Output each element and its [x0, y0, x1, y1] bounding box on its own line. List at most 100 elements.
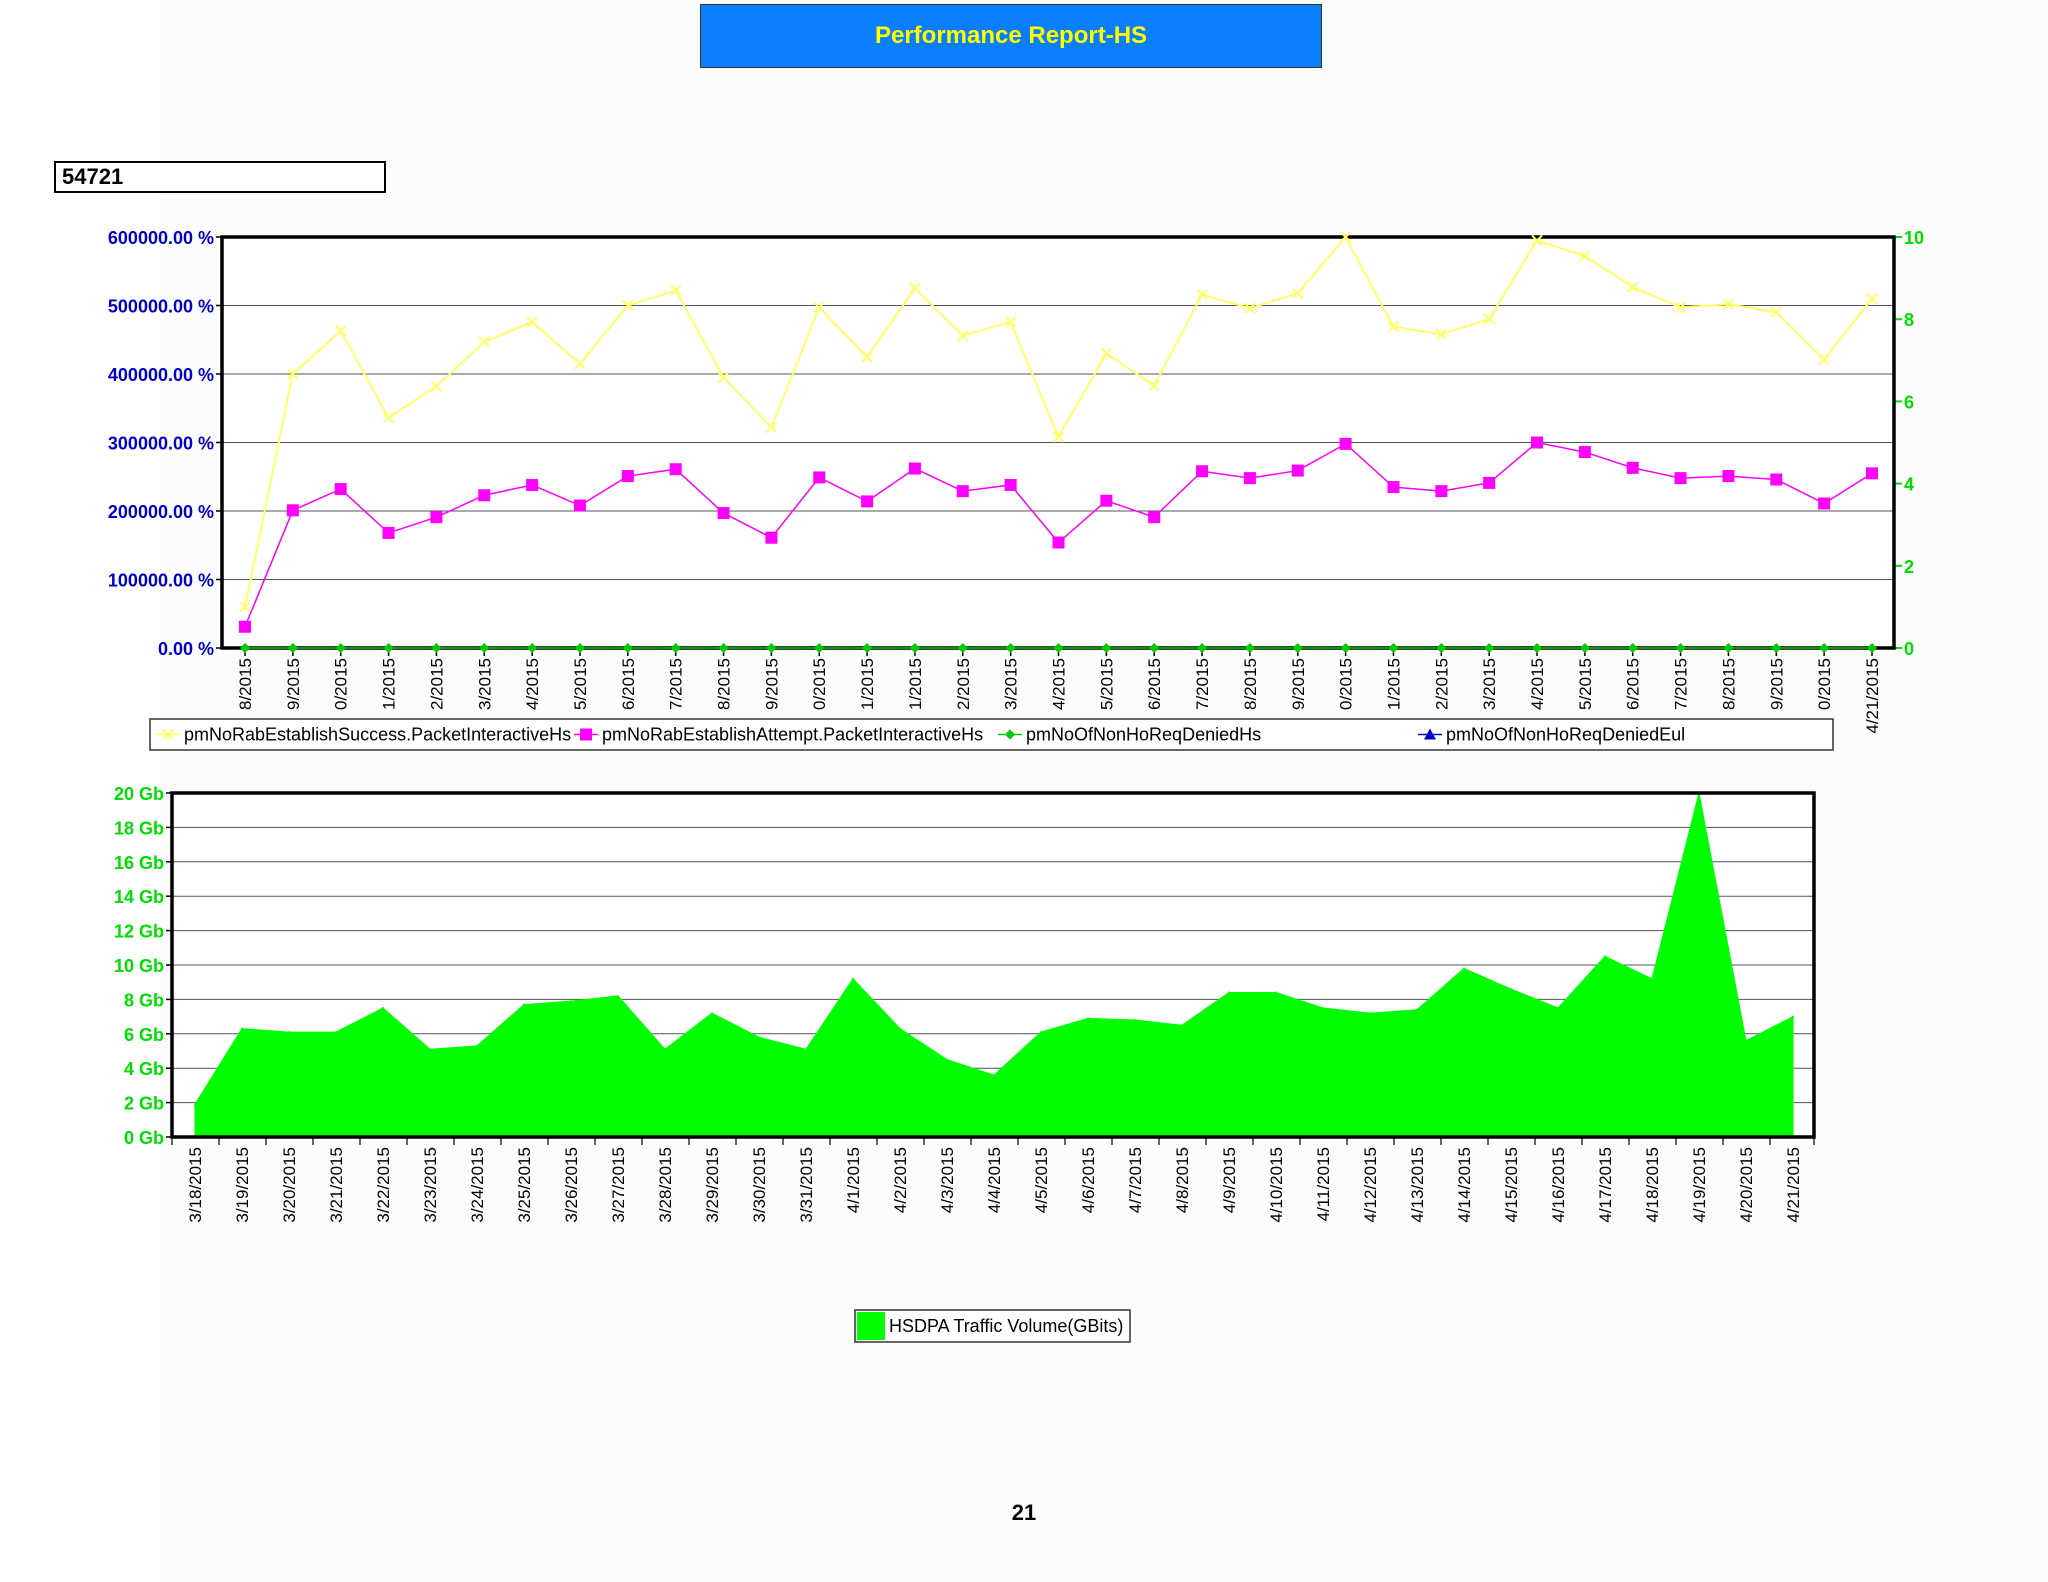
series-point-x — [813, 301, 825, 314]
x-tick-label: 6/2015 — [1145, 658, 1164, 710]
series-point-square — [1770, 473, 1783, 486]
series-point-x — [622, 299, 634, 312]
series-point-square — [478, 489, 491, 502]
area-point — [1181, 1024, 1183, 1027]
x-tick-label: 4/21/2015 — [1863, 658, 1882, 734]
y-right-tick-label: 2 — [1904, 557, 1914, 577]
x-tick-label: 3/20/2015 — [280, 1147, 299, 1223]
series-point-x — [287, 368, 299, 380]
x-tick-label: 4/16/2015 — [1549, 1147, 1568, 1223]
kpi-line-chart: 0.00 % 100000.00 % 200000.00 % 300000.00 % 4… — [108, 228, 1924, 751]
x-tick-label: 4/6/2015 — [1079, 1147, 1098, 1213]
area-point — [288, 1031, 290, 1034]
legend-marker-diamond — [1005, 729, 1015, 740]
y-tick-label: 8 Gb — [124, 990, 164, 1010]
legend-label: pmNoRabEstablishSuccess.PacketInteractiv… — [184, 725, 571, 745]
series-point-diamond — [383, 643, 394, 653]
series-point-square — [1674, 472, 1687, 485]
series-point-x — [669, 284, 682, 297]
y-left-tick-label: 100000.00 % — [108, 571, 214, 591]
x-tick-label: 4/2/2015 — [891, 1147, 910, 1213]
x-tick-label: 4/19/2015 — [1690, 1147, 1709, 1223]
x-tick-label: 2/2015 — [427, 658, 446, 710]
series-point-x — [430, 380, 443, 393]
series-point-x — [382, 412, 395, 424]
series-point-x — [1387, 321, 1400, 333]
series-point-diamond — [527, 643, 538, 653]
x-tick-label: 1/2015 — [380, 658, 399, 710]
series-point-square — [1100, 494, 1113, 507]
series-point-x — [1866, 292, 1878, 305]
legend-marker-square — [580, 728, 592, 741]
series-point-x — [957, 329, 969, 342]
x-tick-label: 4/13/2015 — [1408, 1147, 1427, 1223]
series-point-square — [1866, 467, 1878, 480]
series-point-diamond — [1579, 643, 1590, 653]
area-point — [1228, 991, 1230, 994]
area-point — [476, 1044, 478, 1047]
series-point-x — [1196, 288, 1208, 301]
x-tick-label: 5/2015 — [1097, 658, 1116, 710]
y-left-tick-label: 600000.00 % — [108, 228, 214, 248]
series-point-x — [1148, 379, 1160, 392]
area-point — [758, 1036, 760, 1039]
series-point-square — [1339, 437, 1352, 450]
series-point-x — [334, 325, 347, 337]
area-point — [664, 1048, 666, 1051]
x-tick-label: 4/9/2015 — [1220, 1147, 1239, 1213]
series-point-x — [526, 316, 538, 328]
x-tick-label: 3/2015 — [1480, 658, 1499, 710]
x-tick-label: 4/11/2015 — [1314, 1147, 1333, 1221]
y-tick-label: 20 Gb — [114, 784, 164, 804]
area-point — [1275, 991, 1277, 994]
area-point — [1416, 1008, 1418, 1011]
area-point — [335, 1031, 337, 1034]
series-point-x — [1579, 250, 1591, 262]
x-tick-label: 0/2015 — [810, 658, 829, 710]
x-tick-label: 4/2015 — [1528, 658, 1547, 710]
series-point-diamond — [814, 643, 825, 653]
series-point-diamond — [909, 643, 920, 653]
series-point-square — [1531, 436, 1544, 449]
x-tick-label: 4/8/2015 — [1173, 1147, 1192, 1213]
y-tick-label: 2 Gb — [124, 1094, 164, 1114]
y-tick-label: 18 Gb — [114, 818, 164, 838]
x-tick-label: 9/2015 — [762, 658, 781, 710]
series-point-square — [286, 504, 299, 517]
area-point — [617, 994, 619, 997]
x-tick-label: 4/2015 — [523, 658, 542, 710]
y-tick-label: 10 Gb — [114, 956, 164, 976]
series-point-square — [239, 620, 251, 633]
series-point-x — [1435, 328, 1448, 340]
x-tick-label: 9/2015 — [1289, 658, 1308, 710]
traffic-area-chart: 0 Gb 2 Gb 4 Gb 6 Gb 8 Gb 10 Gb 12 Gb 14 Gb 16 Gb… — [114, 784, 1816, 1343]
legend-box — [854, 1309, 1131, 1343]
series-point-x — [478, 336, 490, 348]
x-tick-label: 3/2015 — [475, 658, 494, 710]
x-tick-label: 1/2015 — [906, 658, 925, 710]
area-point — [523, 1003, 525, 1006]
area-point — [1322, 1007, 1324, 1009]
x-tick-label: 0/2015 — [1337, 658, 1356, 710]
series-point-square — [1578, 446, 1591, 459]
x-tick-label: 4/21/2015 — [1784, 1147, 1803, 1223]
series-point-diamond — [1723, 643, 1734, 653]
series-point-x — [1004, 316, 1017, 328]
area-point — [852, 977, 854, 980]
series-point-square — [1196, 465, 1209, 478]
series-point-square — [382, 526, 395, 539]
x-tick-label: 3/27/2015 — [609, 1147, 628, 1223]
series-point-square — [1387, 481, 1400, 494]
y-tick-label: 16 Gb — [114, 853, 164, 873]
area-point — [1792, 1015, 1794, 1018]
area-point — [1604, 955, 1606, 958]
legend-swatch — [857, 1312, 885, 1340]
series-point-square — [1004, 478, 1017, 491]
area-point — [1463, 967, 1465, 970]
y-left-tick-label: 500000.00 % — [108, 297, 214, 317]
series-point-diamond — [335, 643, 346, 653]
area-point — [1651, 977, 1653, 980]
series-point-x — [1818, 353, 1830, 366]
x-tick-label: 4/5/2015 — [1032, 1147, 1051, 1213]
series-point-diamond — [1340, 643, 1351, 653]
